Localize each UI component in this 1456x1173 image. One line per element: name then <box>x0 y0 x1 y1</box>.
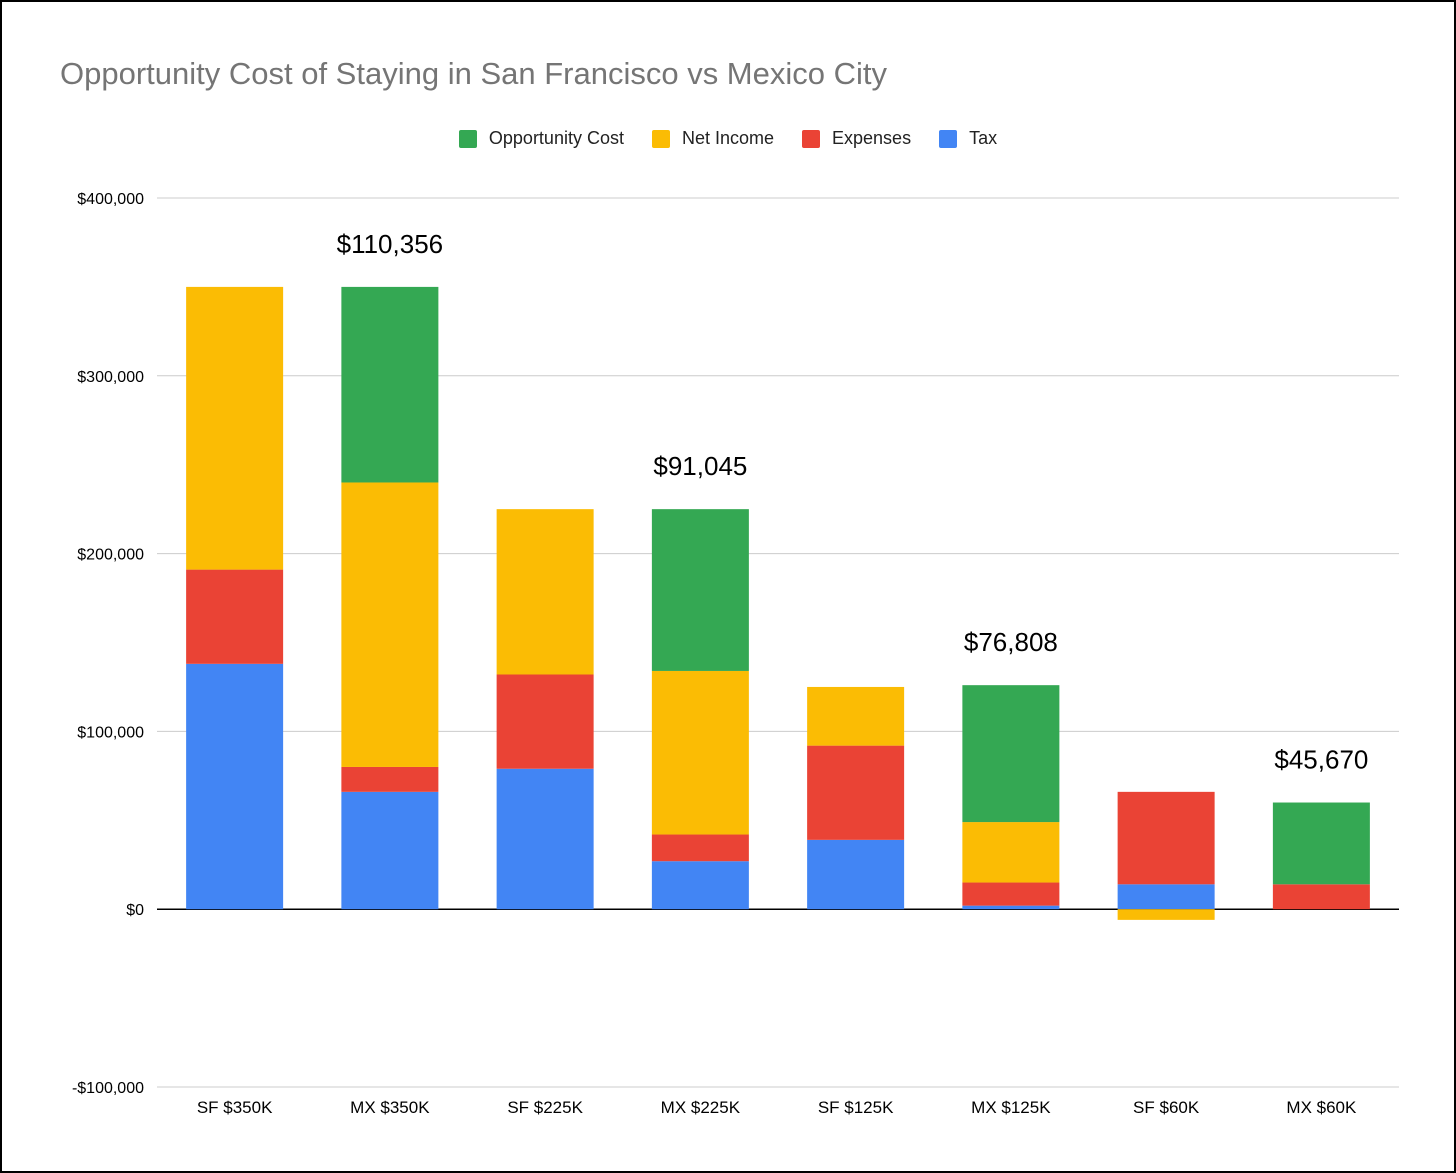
bar-segment-net-income-sf-125k <box>807 686 905 746</box>
legend-label: Tax <box>969 128 998 148</box>
bar-segment-net-income-sf-60k <box>1117 909 1215 920</box>
opportunity-cost-label: $110,356 <box>337 229 444 259</box>
legend-item-net-income: Net Income <box>651 128 775 149</box>
x-tick-label: MX $350K <box>350 1098 430 1117</box>
bar-segment-expenses-sf-125k <box>807 745 905 840</box>
legend-swatch <box>802 129 821 148</box>
legend-item-opportunity-cost: Opportunity Cost <box>458 128 624 149</box>
bar-segment-tax-sf-225k <box>496 768 594 910</box>
x-tick-label: MX $225K <box>661 1098 741 1117</box>
bar-segment-net-income-mx-350k <box>341 482 439 767</box>
bar-segment-net-income-mx-125k <box>962 822 1060 883</box>
bar-segment-tax-sf-350k <box>186 663 284 910</box>
legend-swatch <box>458 129 477 148</box>
x-tick-label: SF $125K <box>818 1098 894 1117</box>
legend-swatch <box>651 129 670 148</box>
legend-swatch <box>939 129 958 148</box>
bar-segment-tax-mx-225k <box>651 861 749 910</box>
bar-segment-net-income-sf-350k <box>186 286 284 570</box>
bar-segment-net-income-mx-225k <box>651 670 749 835</box>
legend-item-expenses: Expenses <box>802 128 911 149</box>
opportunity-cost-label: $76,808 <box>964 627 1058 657</box>
bar-segment-tax-mx-350k <box>341 791 439 910</box>
bar-segment-tax-sf-60k <box>1117 884 1215 910</box>
bar-segment-tax-mx-125k <box>962 905 1060 910</box>
y-tick-label: $200,000 <box>77 547 144 564</box>
bar-segment-opportunity-cost-mx-225k <box>651 509 749 671</box>
opportunity-cost-label: $45,670 <box>1274 745 1368 775</box>
x-tick-label: SF $225K <box>507 1098 583 1117</box>
x-tick-label: SF $350K <box>197 1098 273 1117</box>
bar-segment-expenses-sf-350k <box>186 569 284 664</box>
y-tick-label: $100,000 <box>77 724 144 741</box>
y-tick-label: $300,000 <box>77 369 144 386</box>
bar-segment-expenses-sf-60k <box>1117 791 1215 885</box>
bar-segment-expenses-mx-125k <box>962 882 1060 906</box>
y-tick-label: $400,000 <box>77 191 144 208</box>
chart-legend: Opportunity Cost Net Income Expenses Tax <box>2 128 1454 149</box>
bar-segment-expenses-sf-225k <box>496 674 594 769</box>
bar-segment-opportunity-cost-mx-125k <box>962 685 1060 823</box>
bar-segment-expenses-mx-225k <box>651 834 749 862</box>
bar-segment-net-income-sf-225k <box>496 509 594 675</box>
bar-segment-opportunity-cost-mx-60k <box>1272 802 1370 885</box>
bar-segment-opportunity-cost-mx-350k <box>341 286 439 483</box>
x-tick-label: SF $60K <box>1133 1098 1200 1117</box>
y-tick-label: -$100,000 <box>72 1080 144 1097</box>
legend-label: Opportunity Cost <box>488 128 624 148</box>
chart-title: Opportunity Cost of Staying in San Franc… <box>60 56 887 91</box>
x-tick-label: MX $125K <box>971 1098 1051 1117</box>
legend-label: Expenses <box>832 128 912 148</box>
legend-label: Net Income <box>681 128 775 148</box>
y-tick-label: $0 <box>126 902 144 919</box>
opportunity-cost-label: $91,045 <box>653 451 747 481</box>
bar-segment-expenses-mx-60k <box>1272 884 1370 910</box>
bar-segment-expenses-mx-350k <box>341 766 439 792</box>
legend-item-tax: Tax <box>939 128 997 149</box>
x-tick-label: MX $60K <box>1286 1098 1357 1117</box>
bar-segment-tax-sf-125k <box>807 839 905 910</box>
